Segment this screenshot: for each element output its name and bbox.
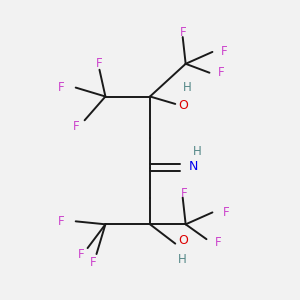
Text: F: F xyxy=(218,66,225,79)
Text: F: F xyxy=(90,256,97,269)
Text: F: F xyxy=(78,248,85,260)
Text: F: F xyxy=(72,120,79,133)
Text: F: F xyxy=(96,57,103,70)
Text: H: H xyxy=(178,254,187,266)
Text: F: F xyxy=(58,81,64,94)
Text: H: H xyxy=(193,145,202,158)
Text: F: F xyxy=(223,206,229,219)
Text: F: F xyxy=(179,26,186,39)
Text: F: F xyxy=(58,215,64,228)
Text: O: O xyxy=(178,234,188,247)
Text: F: F xyxy=(221,45,228,58)
Text: O: O xyxy=(178,99,188,112)
Text: F: F xyxy=(181,187,188,200)
Text: H: H xyxy=(183,81,191,94)
Text: F: F xyxy=(215,236,222,249)
Text: N: N xyxy=(188,160,198,173)
